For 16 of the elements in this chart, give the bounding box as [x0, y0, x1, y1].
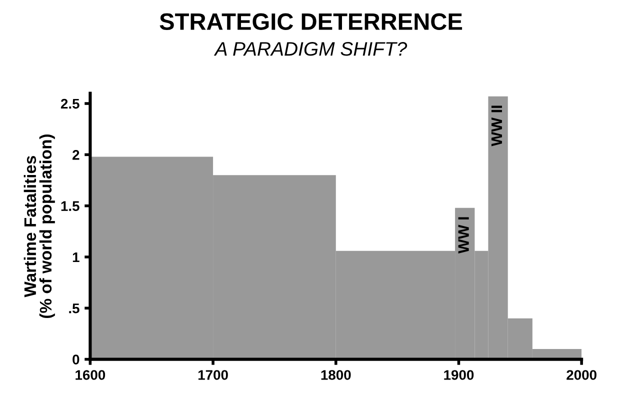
y-tick-label: 1	[72, 252, 80, 262]
y-tick-label: 2	[72, 150, 80, 160]
x-tick-label: 1600	[76, 370, 106, 380]
chart-subtitle: A PARADIGM SHIFT?	[214, 42, 408, 56]
x-tick-label: 1700	[198, 370, 228, 380]
x-tick-label: 2000	[566, 370, 596, 380]
y-tick-label: .5	[69, 304, 80, 314]
annotation: WW II	[491, 106, 502, 146]
y-tick-label: 2.5	[60, 98, 80, 109]
chart-title: STRATEGIC DETERRENCE	[160, 13, 462, 30]
x-tick-label: 1900	[444, 370, 474, 380]
y-tick-label: 0	[72, 354, 80, 364]
y-tick-label: 1.5	[61, 201, 80, 211]
annotation: WW I	[458, 217, 469, 254]
y-axis-title: Wartime Fatalities (% of world population)	[24, 134, 55, 318]
x-tick-label: 1800	[321, 370, 351, 380]
